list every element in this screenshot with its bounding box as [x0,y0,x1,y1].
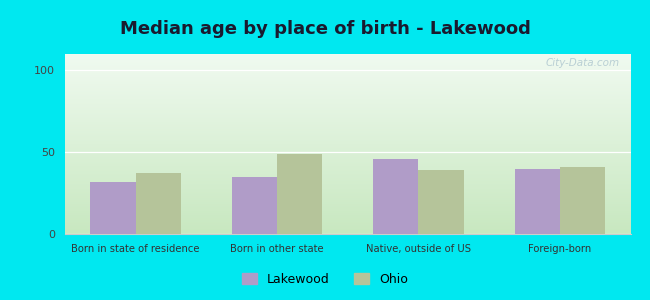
Bar [373,159,419,234]
Bar [560,167,605,234]
Bar [136,173,181,234]
Bar [277,154,322,234]
Text: Median age by place of birth - Lakewood: Median age by place of birth - Lakewood [120,20,530,38]
Text: City-Data.com: City-Data.com [545,58,619,68]
Bar [515,169,560,234]
Bar [232,177,277,234]
Bar [419,170,463,234]
Bar [90,182,136,234]
Legend: Lakewood, Ohio: Lakewood, Ohio [237,268,413,291]
